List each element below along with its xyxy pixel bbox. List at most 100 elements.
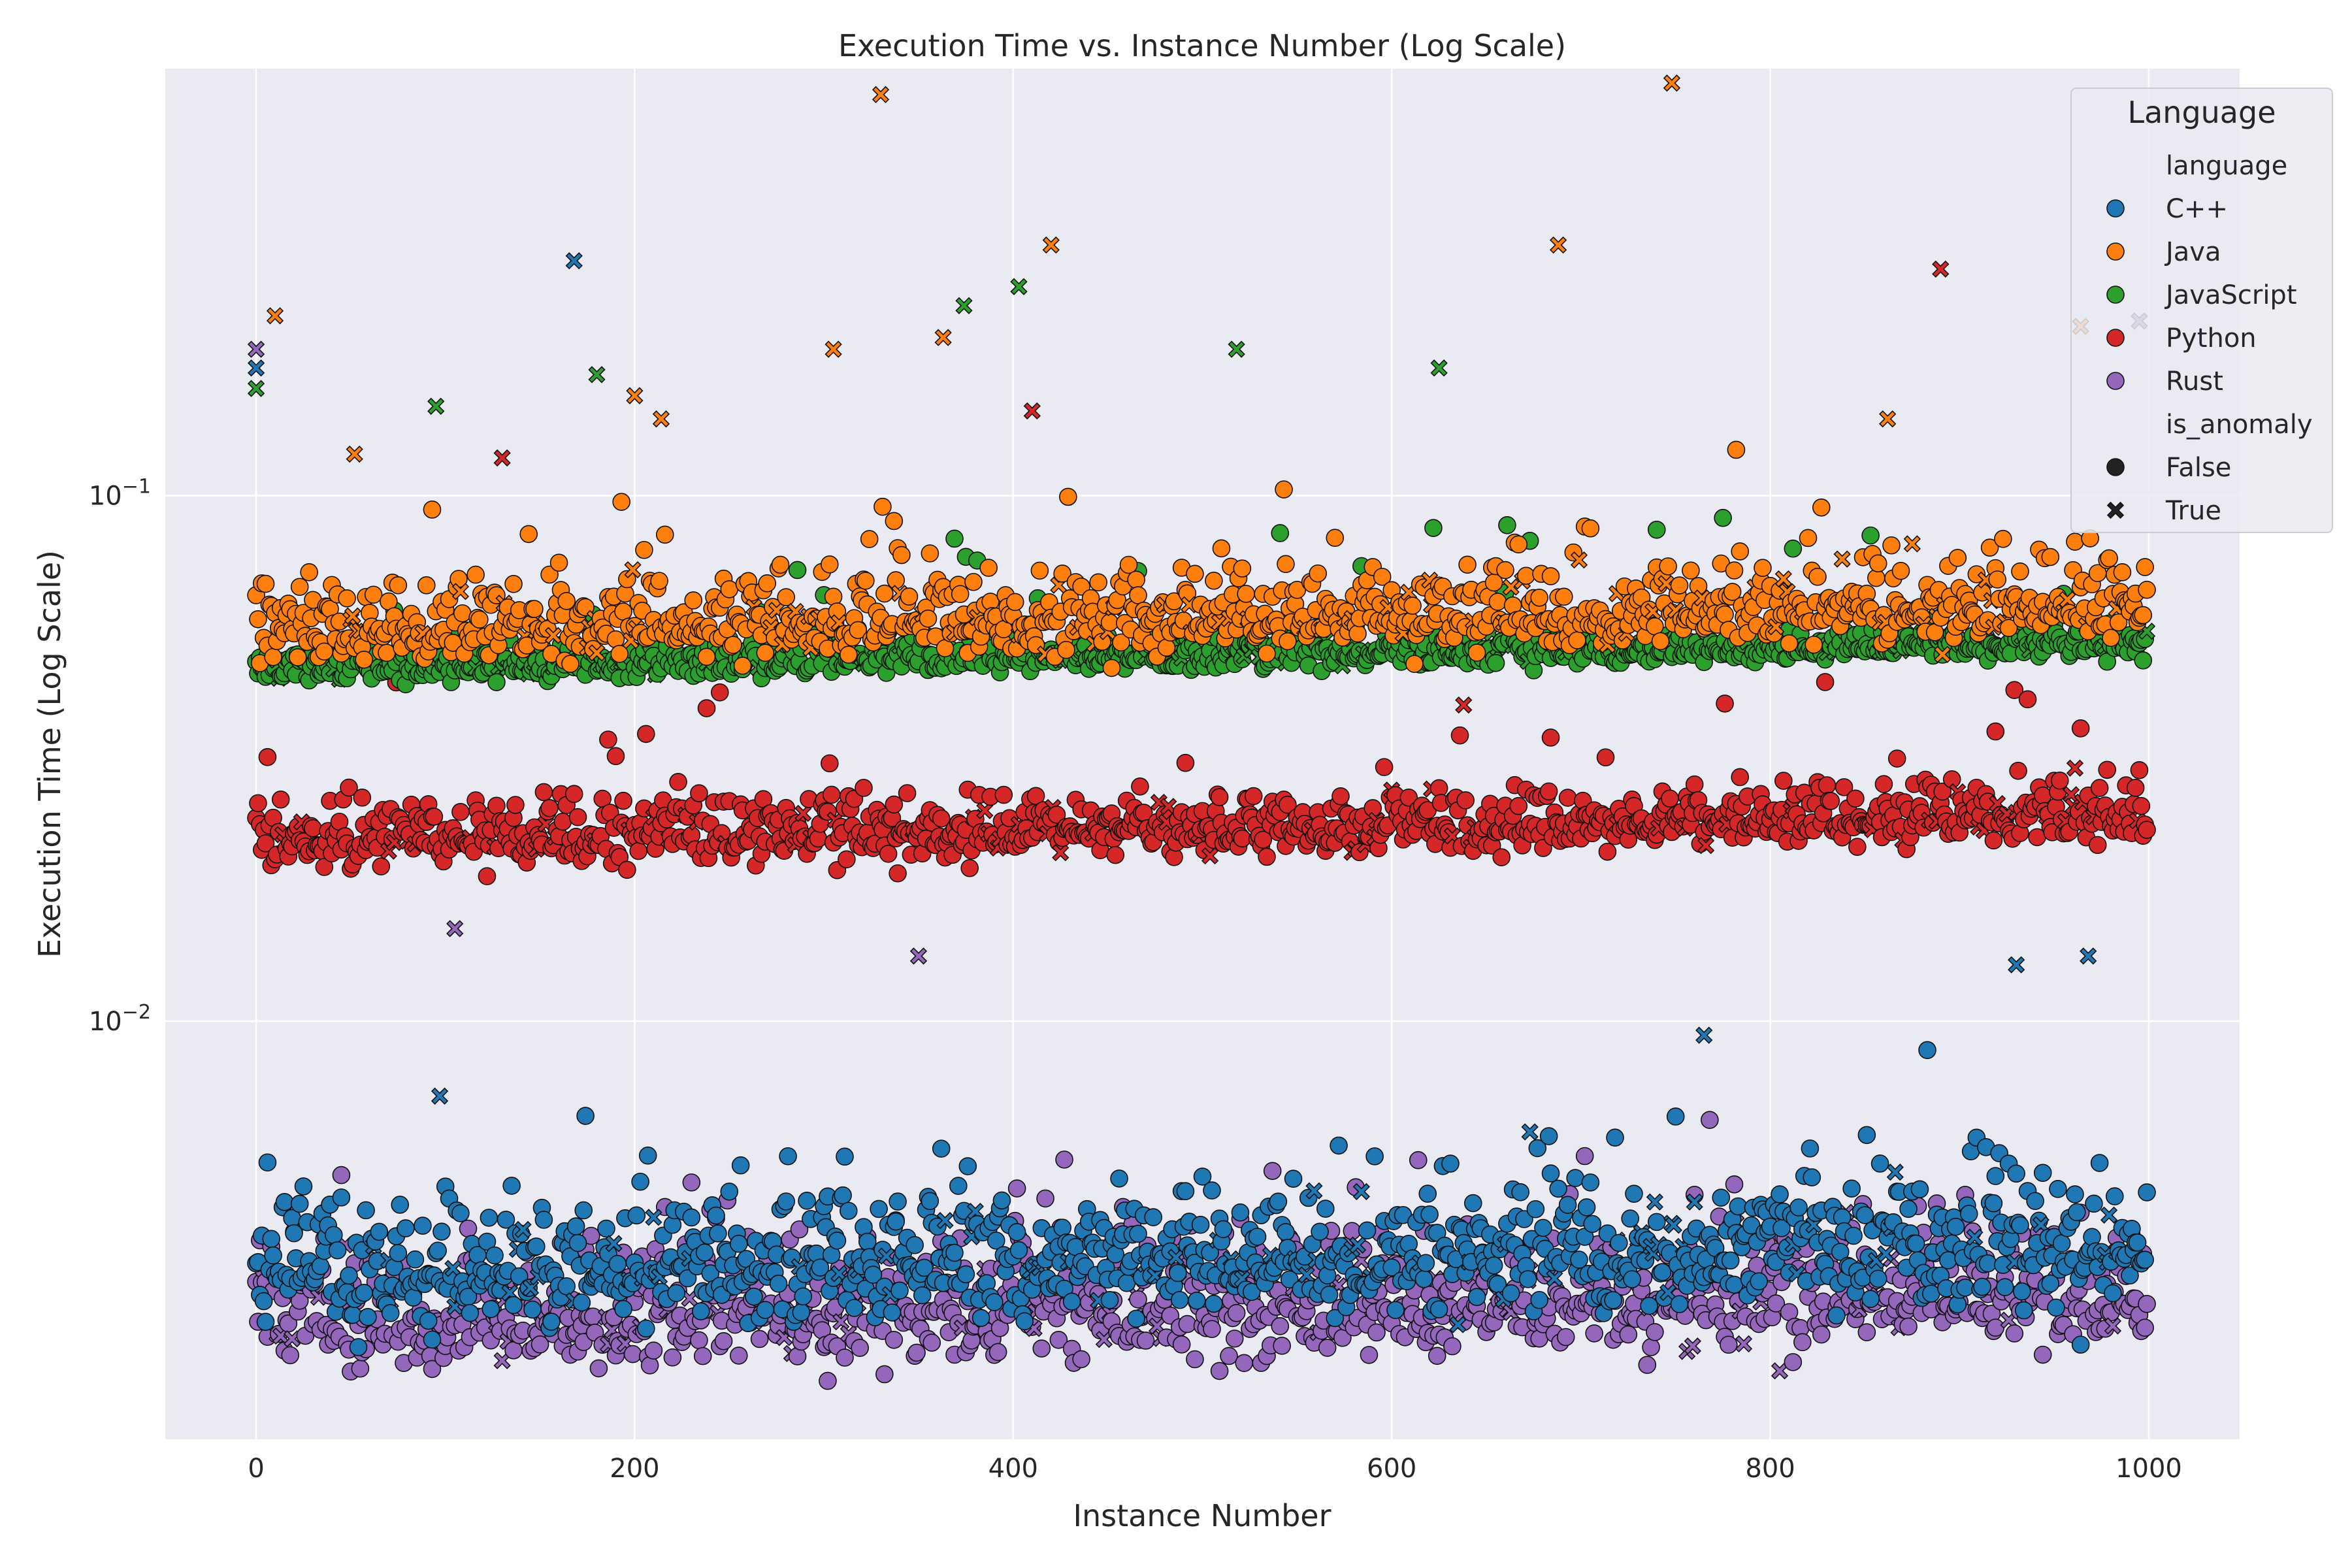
java-point: [470, 610, 489, 629]
cpp-point: [1416, 1254, 1435, 1272]
cpp-point: [1771, 1185, 1789, 1203]
cpp-point: [285, 1224, 303, 1243]
java-point: [771, 555, 790, 574]
cpp-point: [631, 1172, 649, 1191]
cpp-point: [258, 1153, 277, 1172]
rust-point: [1793, 1333, 1812, 1352]
rust-point: [693, 1347, 712, 1365]
java-point: [1326, 529, 1345, 547]
java-point: [1651, 632, 1670, 651]
python-point: [1254, 830, 1273, 849]
rust-point: [644, 1341, 663, 1360]
rust-point: [2033, 1345, 2052, 1364]
rust-point: [1136, 1331, 1155, 1350]
java-point: [519, 525, 538, 544]
rust-point: [1585, 1324, 1603, 1343]
cpp-point: [1541, 1164, 1560, 1183]
java-point: [1541, 567, 1560, 585]
cpp-point: [1188, 1291, 1206, 1310]
cpp-point: [682, 1208, 701, 1227]
cpp-point: [1750, 1272, 1768, 1291]
cpp-point: [1414, 1269, 1433, 1288]
python-point: [2071, 719, 2090, 738]
cpp-point: [731, 1156, 750, 1175]
java-point: [1488, 593, 1507, 611]
cpp-point: [887, 1212, 906, 1231]
cpp-point: [2106, 1187, 2124, 1205]
java-point: [1309, 564, 1328, 583]
rust-point: [1186, 1350, 1204, 1369]
cpp-point: [958, 1157, 977, 1175]
rust-point: [1220, 1347, 1238, 1365]
cpp-point: [1610, 1233, 1628, 1252]
java-point: [288, 648, 307, 666]
cpp-point: [264, 1246, 282, 1265]
rust-point: [504, 1341, 523, 1360]
python-point: [669, 773, 687, 791]
java-point: [900, 587, 919, 606]
cpp-anomaly-point: [514, 1220, 532, 1239]
cpp-point: [667, 1284, 685, 1303]
java-point: [733, 657, 752, 675]
python-point: [1258, 847, 1276, 866]
rust-point: [1857, 1323, 1876, 1341]
cpp-point: [1144, 1208, 1162, 1226]
rust-point: [1367, 1323, 1386, 1342]
cpp-point: [729, 1234, 748, 1253]
python-point: [506, 796, 525, 814]
cpp-point: [461, 1303, 480, 1322]
cpp-point: [1009, 1241, 1028, 1260]
cpp-point: [1248, 1228, 1267, 1246]
cpp-point: [290, 1194, 309, 1213]
java-point: [1530, 589, 1548, 607]
java-point: [1988, 570, 2006, 589]
java-point: [612, 493, 630, 511]
java-point: [453, 604, 472, 623]
python-point: [1818, 776, 1837, 794]
java-point: [1030, 561, 1049, 580]
cpp-point: [608, 1254, 627, 1273]
cpp-point: [1441, 1154, 1460, 1173]
python-point: [898, 784, 917, 802]
cpp-point: [1205, 1294, 1223, 1313]
java-point: [549, 553, 568, 572]
cpp-point: [1231, 1203, 1250, 1222]
cpp-point: [1386, 1301, 1405, 1319]
python-point: [2130, 760, 2149, 779]
cpp-point: [1269, 1192, 1288, 1211]
rust-point: [1899, 1317, 1918, 1336]
rust-point: [1556, 1328, 1575, 1347]
cpp-point: [2136, 1250, 2154, 1269]
java-point: [979, 559, 998, 577]
python-point: [838, 850, 856, 869]
rust-point: [1263, 1162, 1282, 1181]
cpp-point: [695, 1243, 714, 1262]
python-point: [2018, 690, 2037, 709]
cpp-point: [527, 1237, 546, 1256]
python-point: [2132, 796, 2151, 815]
cpp-point: [1946, 1217, 1965, 1236]
cpp-point: [1117, 1273, 1136, 1292]
cpp-point: [1284, 1169, 1303, 1188]
cpp-point: [485, 1246, 504, 1265]
java-point: [1258, 644, 1276, 663]
cpp-point: [1621, 1209, 1639, 1228]
java-point: [1805, 635, 1823, 654]
cpp-point: [707, 1206, 725, 1225]
python-point: [534, 783, 553, 802]
python-point: [690, 784, 708, 802]
javascript-point: [2134, 651, 2153, 670]
rust-anomaly-point: [2104, 1317, 2122, 1335]
rust-anomaly-point: [1095, 1330, 1113, 1348]
java-point: [697, 647, 716, 666]
rust-point: [819, 1371, 837, 1390]
java-point: [1405, 655, 1424, 673]
cpp-point: [1467, 1288, 1486, 1307]
java-point: [1119, 555, 1138, 574]
cpp-point: [1625, 1184, 1643, 1203]
javascript-point: [945, 529, 964, 548]
python-point: [1176, 753, 1195, 772]
rust-point: [1638, 1356, 1657, 1374]
cpp-point: [328, 1241, 347, 1260]
python-point: [1685, 775, 1704, 794]
